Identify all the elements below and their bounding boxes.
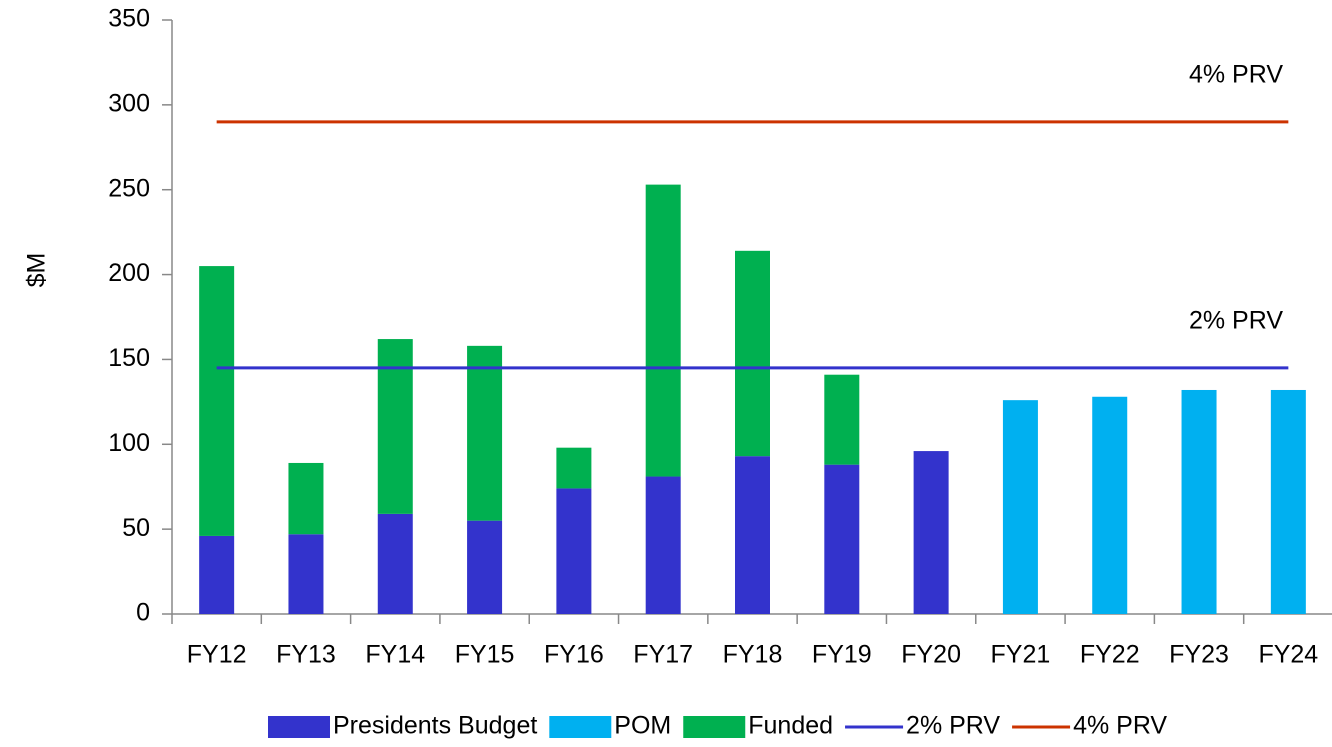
y-tick-label: 250 <box>108 174 150 202</box>
y-axis-label: $M <box>23 253 51 288</box>
x-tick-label: FY20 <box>901 641 961 669</box>
bar <box>288 462 324 535</box>
bar <box>1092 396 1128 614</box>
bar <box>467 345 503 521</box>
x-tick-label: FY12 <box>187 641 247 669</box>
x-tick-label: FY19 <box>812 641 872 669</box>
x-tick-label: FY17 <box>633 641 693 669</box>
x-tick-label: FY18 <box>723 641 783 669</box>
x-tick-label: FY16 <box>544 641 604 669</box>
x-tick-label: FY24 <box>1258 641 1318 669</box>
y-tick-label: 150 <box>108 344 150 372</box>
bar <box>1181 389 1217 614</box>
x-tick-label: FY21 <box>991 641 1051 669</box>
bar <box>467 520 503 614</box>
y-tick-label: 350 <box>108 5 150 33</box>
y-tick-label: 0 <box>136 599 150 627</box>
bar <box>377 339 413 514</box>
bar <box>645 184 681 477</box>
y-tick-label: 50 <box>122 514 150 542</box>
x-tick-label: FY14 <box>365 641 425 669</box>
bar <box>824 374 860 465</box>
legend-swatch <box>549 716 612 738</box>
legend-label: Presidents Budget <box>333 712 537 740</box>
bar <box>377 513 413 614</box>
bar <box>1002 400 1038 614</box>
bar <box>556 447 592 489</box>
legend-label: Funded <box>748 712 833 740</box>
legend-label: POM <box>614 712 671 740</box>
legend-swatch <box>683 716 746 738</box>
bar <box>735 456 770 614</box>
bar <box>556 488 592 614</box>
line-annotation: 4% PRV <box>1189 60 1283 88</box>
legend-label: 4% PRV <box>1073 712 1167 740</box>
line-annotation: 2% PRV <box>1189 307 1283 335</box>
legend-label: 2% PRV <box>906 712 1000 740</box>
bar <box>288 534 324 614</box>
bar <box>199 266 235 536</box>
bar <box>645 476 681 614</box>
x-tick-label: FY15 <box>455 641 515 669</box>
x-tick-label: FY22 <box>1080 641 1140 669</box>
bar <box>735 250 770 457</box>
legend-swatch <box>268 716 330 738</box>
bar <box>824 464 860 614</box>
bar <box>1270 389 1306 614</box>
y-tick-label: 300 <box>108 89 150 117</box>
bar <box>913 451 949 614</box>
x-tick-label: FY13 <box>276 641 336 669</box>
bar <box>199 535 235 614</box>
y-tick-label: 100 <box>108 429 150 457</box>
x-tick-label: FY23 <box>1169 641 1229 669</box>
y-tick-label: 200 <box>108 259 150 287</box>
